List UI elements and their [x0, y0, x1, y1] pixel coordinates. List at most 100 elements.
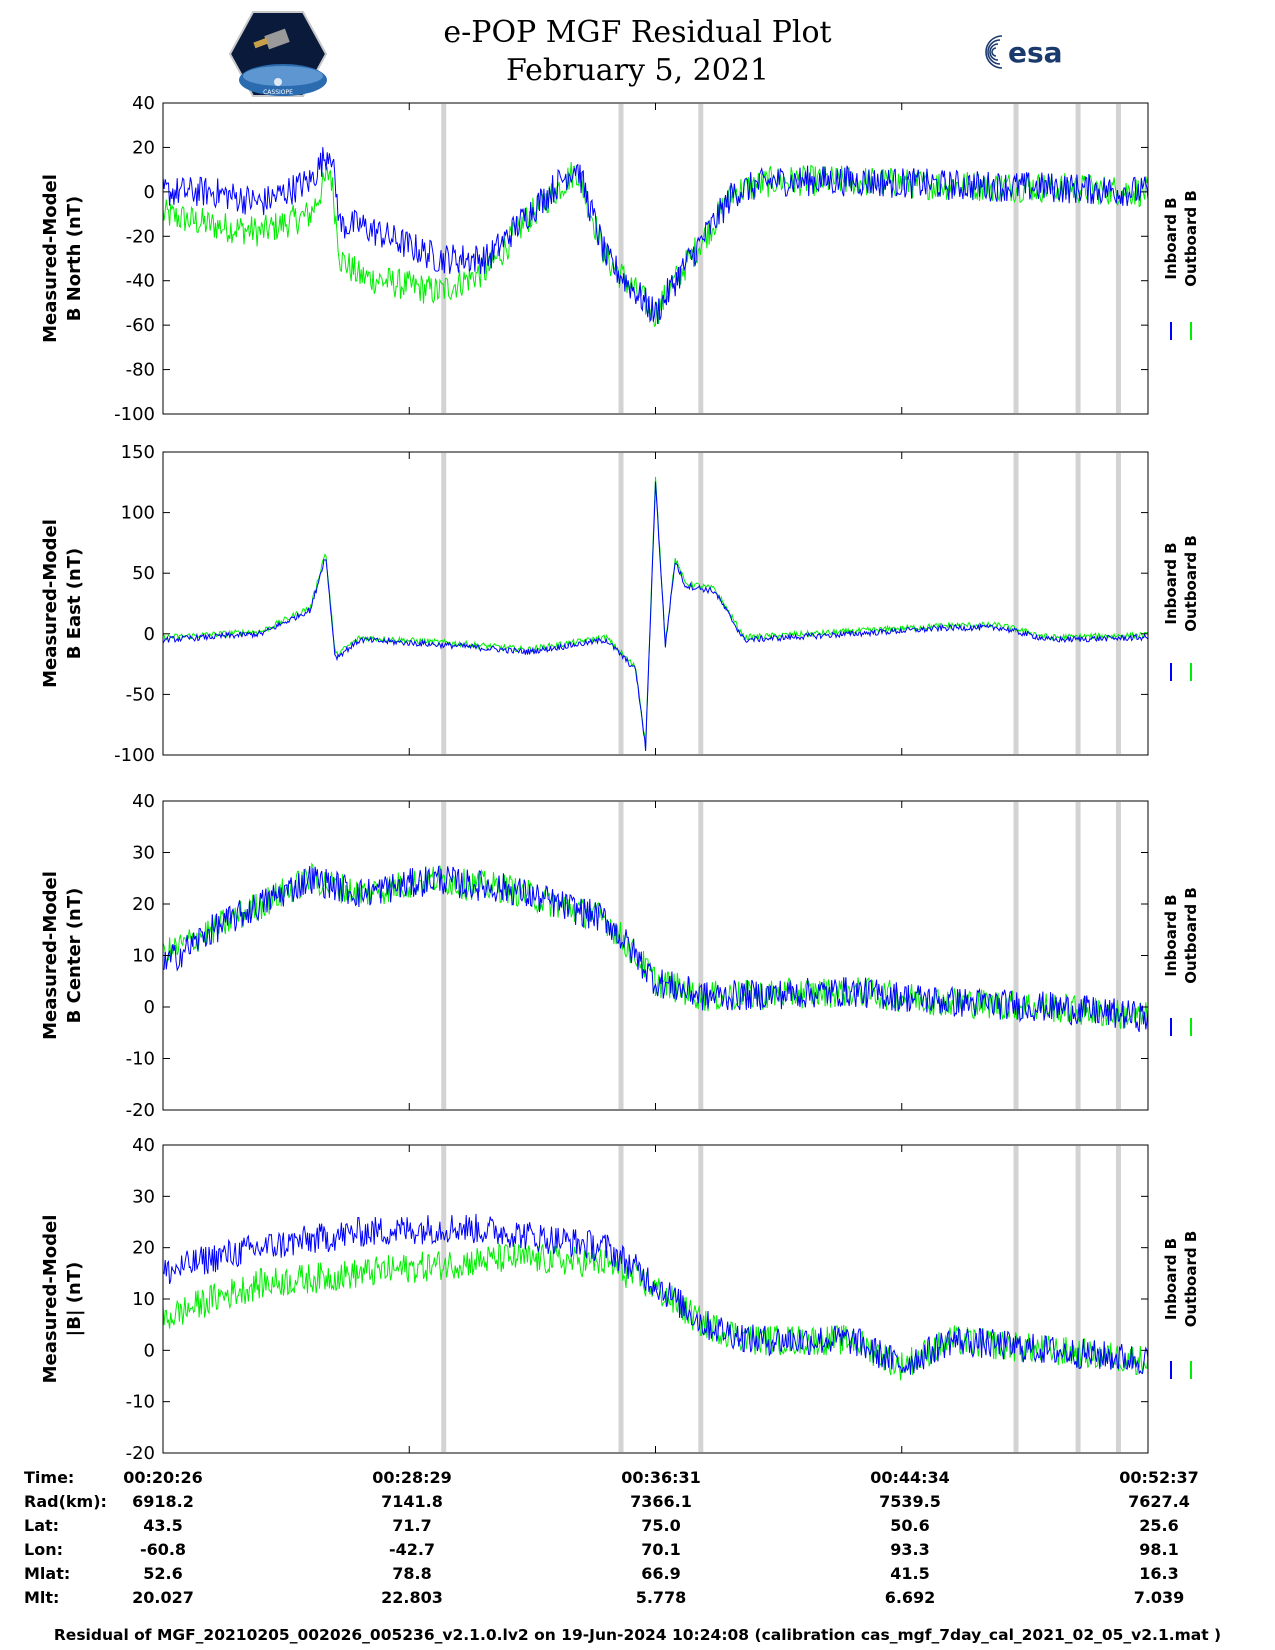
y-tick-label: 40 — [132, 1135, 155, 1156]
y-tick-label: 20 — [132, 1238, 155, 1259]
title-line-1: e-POP MGF Residual Plot — [443, 15, 832, 50]
y-tick-label: 10 — [132, 1289, 155, 1310]
eph-cell: 6.692 — [884, 1588, 936, 1607]
plot-frame — [162, 102, 1149, 415]
plot-frame — [162, 1144, 1149, 1454]
footer-caption: Residual of MGF_20210205_002026_005236_v… — [53, 1626, 1222, 1644]
eph-cell: 00:36:31 — [621, 1468, 701, 1487]
y-tick-label: 0 — [144, 182, 155, 203]
y-axis-label: Measured-Model — [40, 1215, 61, 1384]
series-inboard-line — [162, 147, 1149, 325]
eph-cell: 6918.2 — [132, 1492, 194, 1511]
plot-title: e-POP MGF Residual Plot February 5, 2021 — [0, 14, 1275, 90]
y-axis-label: B North (nT) — [64, 196, 85, 322]
y-tick-label: -10 — [126, 1392, 155, 1413]
y-tick-label: 50 — [132, 563, 155, 584]
y-axis-label: B East (nT) — [64, 548, 85, 660]
y-tick-label: 100 — [121, 503, 155, 524]
eph-label-rad: Rad(km): — [24, 1492, 107, 1511]
y-tick-label: -100 — [114, 745, 155, 766]
y-tick-label: 20 — [132, 137, 155, 158]
eph-cell: 25.6 — [1139, 1516, 1179, 1535]
y-tick-label: 20 — [132, 894, 155, 915]
eph-cell: 52.6 — [143, 1564, 183, 1583]
eph-cell: 16.3 — [1139, 1564, 1179, 1583]
plot-frame — [162, 800, 1149, 1111]
eph-cell: 78.8 — [392, 1564, 432, 1583]
ephemeris-table: Time: Rad(km): Lat: Lon: Mlat: Mlt: 00:2… — [0, 1468, 1275, 1628]
eph-cell: 20.027 — [132, 1588, 194, 1607]
legend-label: Inboard B — [1162, 197, 1180, 279]
y-tick-label: -80 — [126, 360, 155, 381]
y-tick-label: -40 — [126, 271, 155, 292]
eph-cell: 7539.5 — [879, 1492, 941, 1511]
legend-label: Outboard B — [1182, 190, 1200, 287]
eph-cell: 93.3 — [890, 1540, 930, 1559]
panel-2: -100 -50 0 50 100 150 Measured-Model B East (nT… — [40, 442, 1200, 766]
eph-cell: 66.9 — [641, 1564, 681, 1583]
legend-label: Outboard B — [1182, 887, 1200, 984]
series-inboard-line — [162, 1213, 1149, 1375]
y-tick-label: 0 — [144, 1340, 155, 1361]
y-axis-label: B Center (nT) — [64, 888, 85, 1024]
eph-cell: 50.6 — [890, 1516, 930, 1535]
panel-4: -20 -10 0 10 20 30 40 Measured-Model |B| (nT) Inb… — [40, 1135, 1200, 1464]
eph-cell: 71.7 — [392, 1516, 432, 1535]
y-tick-label: 40 — [132, 791, 155, 812]
y-tick-label: -100 — [114, 404, 155, 425]
legend-label: Outboard B — [1182, 1231, 1200, 1328]
eph-cell: 70.1 — [641, 1540, 681, 1559]
y-tick-label: 0 — [144, 997, 155, 1018]
eph-cell: 00:52:37 — [1119, 1468, 1199, 1487]
y-tick-label: -50 — [126, 684, 155, 705]
legend-label: Inboard B — [1162, 1238, 1180, 1320]
y-tick-label: -20 — [126, 1443, 155, 1464]
series-outboard-line — [162, 862, 1149, 1032]
esa-logo: esa — [985, 35, 1063, 69]
logo-text: CASSIOPE — [263, 89, 293, 96]
eph-cell: 00:28:29 — [372, 1468, 452, 1487]
legend-label: Outboard B — [1182, 535, 1200, 632]
eph-cell: -42.7 — [388, 1540, 436, 1559]
legend-label: Inboard B — [1162, 542, 1180, 624]
series-inboard-line — [162, 865, 1149, 1032]
y-tick-label: 40 — [132, 93, 155, 114]
eph-cell: 7141.8 — [381, 1492, 443, 1511]
y-tick-label: 150 — [121, 442, 155, 463]
eph-cell: 7366.1 — [630, 1492, 692, 1511]
eph-cell: 41.5 — [890, 1564, 930, 1583]
esa-logo-text: esa — [1008, 36, 1063, 69]
title-line-2: February 5, 2021 — [505, 53, 769, 88]
y-tick-label: 0 — [144, 624, 155, 645]
series-outboard-line — [162, 1242, 1149, 1381]
eph-cell: 98.1 — [1139, 1540, 1179, 1559]
panel-1: -100 -80 -60 -40 -20 0 20 40 Measured-Model B Nor… — [40, 93, 1200, 425]
series-inboard-line — [162, 481, 1149, 752]
eph-cell: 43.5 — [143, 1516, 183, 1535]
eph-label-time: Time: — [24, 1468, 75, 1487]
series-outboard-line — [162, 476, 1149, 748]
eph-cell: 22.803 — [381, 1588, 443, 1607]
eph-cell: 00:20:26 — [123, 1468, 203, 1487]
y-tick-label: 30 — [132, 1186, 155, 1207]
eph-label-mlat: Mlat: — [24, 1564, 71, 1583]
y-axis-label: Measured-Model — [40, 871, 61, 1040]
eph-cell: 5.778 — [635, 1588, 687, 1607]
y-tick-label: -10 — [126, 1049, 155, 1070]
eph-cell: 7.039 — [1133, 1588, 1185, 1607]
y-tick-label: 10 — [132, 946, 155, 967]
y-axis-label: Measured-Model — [40, 519, 61, 688]
eph-cell: -60.8 — [139, 1540, 187, 1559]
y-tick-label: 30 — [132, 843, 155, 864]
panel-3: -20 -10 0 10 20 30 40 Measured-Model B Center (n… — [40, 791, 1200, 1121]
eph-cell: 00:44:34 — [870, 1468, 950, 1487]
cassiope-mission-logo: CASSIOPE — [228, 11, 328, 97]
eph-label-lat: Lat: — [24, 1516, 60, 1535]
eph-label-mlt: Mlt: — [24, 1588, 60, 1607]
eph-label-lon: Lon: — [24, 1540, 63, 1559]
y-tick-label: -60 — [126, 315, 155, 336]
eph-cell: 75.0 — [641, 1516, 681, 1535]
plot-frame — [162, 451, 1149, 756]
y-axis-label: |B| (nT) — [64, 1262, 85, 1337]
legend-label: Inboard B — [1162, 894, 1180, 976]
